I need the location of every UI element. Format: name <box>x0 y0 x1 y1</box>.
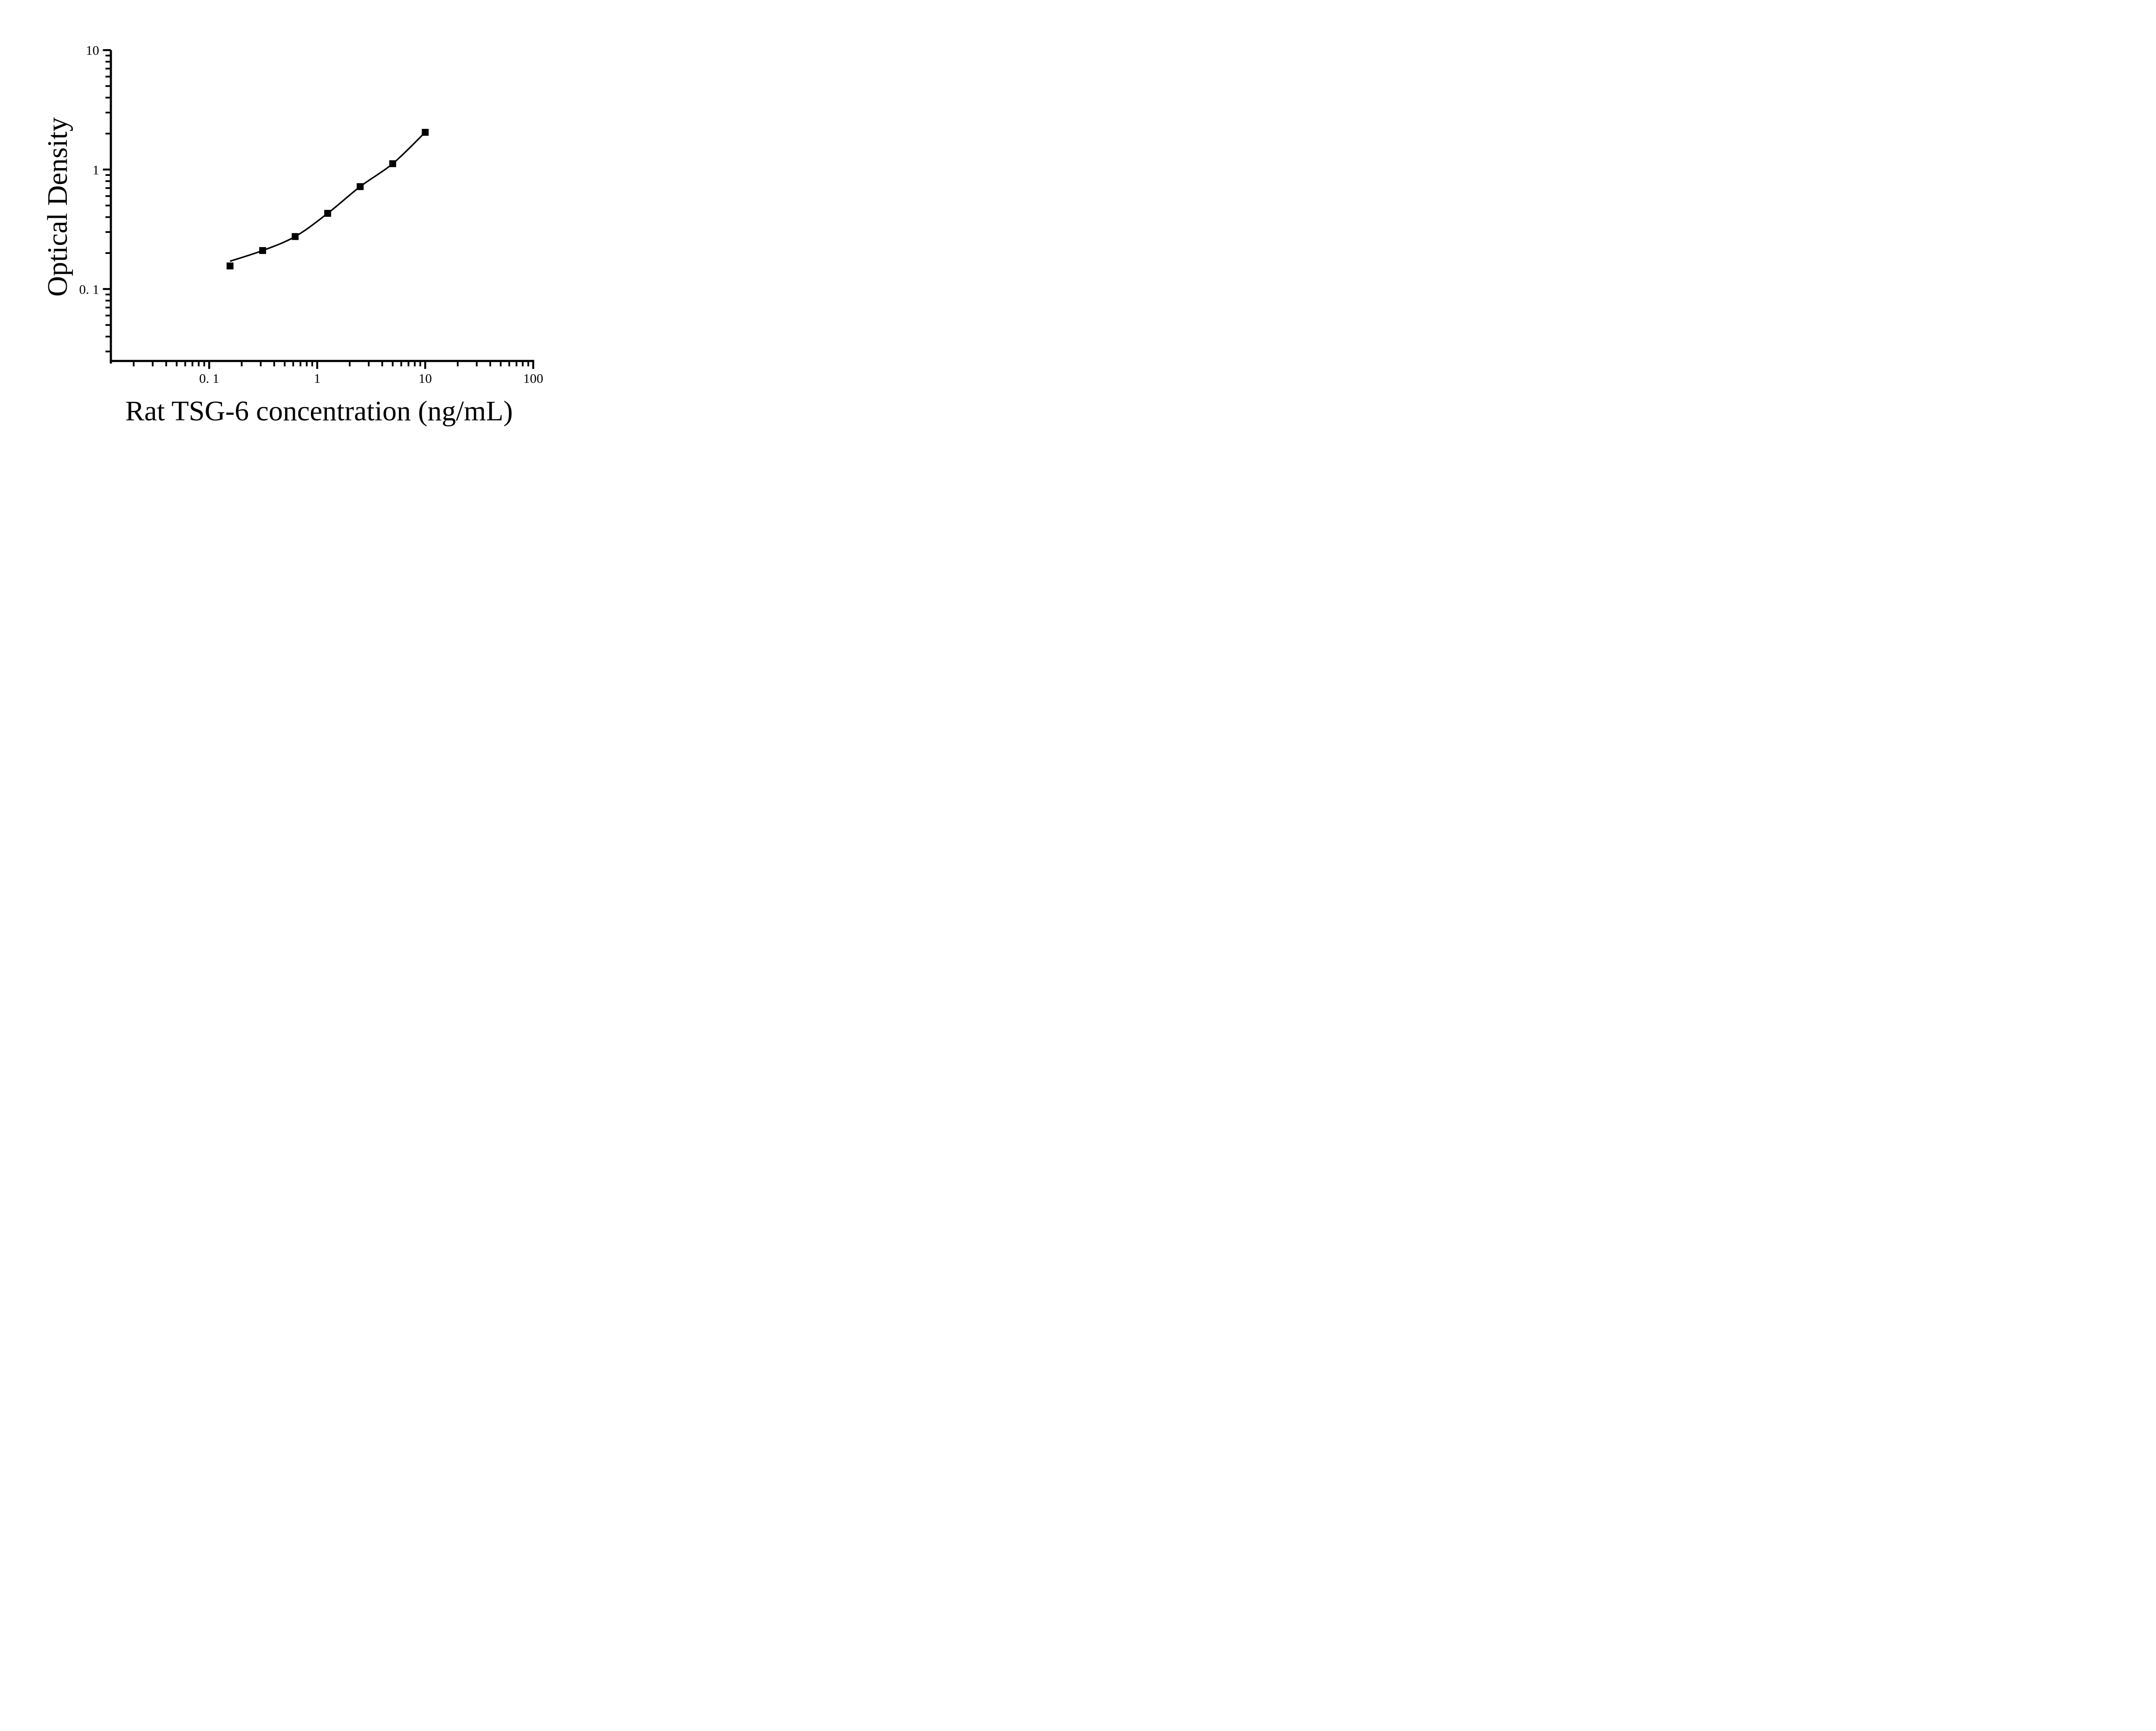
data-point-marker <box>422 128 429 136</box>
x-tick-label: 100 <box>523 371 543 386</box>
data-point-marker <box>291 233 299 240</box>
chart-canvas: 0. 1 1 10 100 10 1 0. 1 Rat TSG-6 concentration… <box>42 43 543 427</box>
elisa-standard-curve-figure: 0. 1 1 10 100 10 1 0. 1 Rat TSG-6 concentration… <box>0 0 620 433</box>
data-point-marker <box>259 247 266 254</box>
y-axis-title: Optical Density <box>42 117 73 297</box>
x-tick-label: 1 <box>314 371 321 386</box>
data-point-marker <box>324 210 331 217</box>
data-point-marker <box>389 160 396 167</box>
x-tick-label: 0. 1 <box>199 371 219 386</box>
x-tick-label: 10 <box>419 371 432 386</box>
data-point-marker <box>357 183 364 190</box>
y-tick-label: 1 <box>93 162 100 177</box>
fit-curve-line <box>229 131 426 262</box>
y-tick-label: 0. 1 <box>79 282 100 297</box>
y-tick-label: 10 <box>86 43 99 58</box>
x-axis-title: Rat TSG-6 concentration (ng/mL) <box>125 395 513 427</box>
data-point-marker <box>226 262 234 269</box>
